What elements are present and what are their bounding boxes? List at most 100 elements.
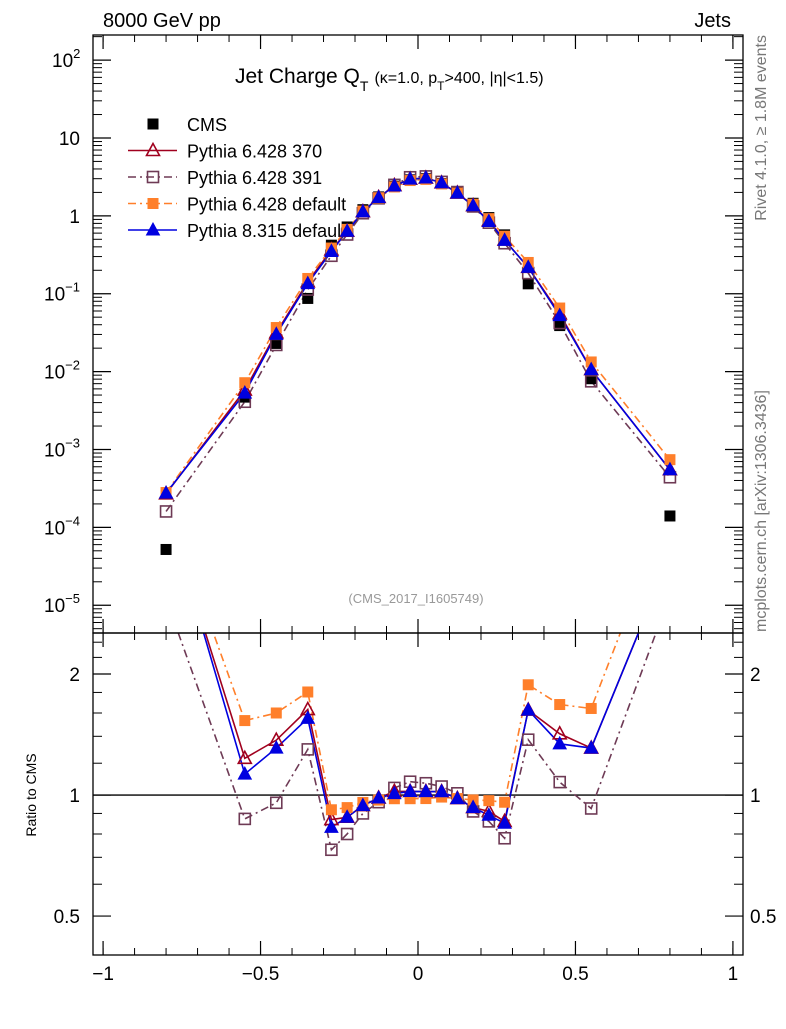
series-point-3 xyxy=(481,213,497,228)
series-point-3 xyxy=(465,197,481,212)
series-point-3 xyxy=(662,461,678,476)
ratio-point-1 xyxy=(584,802,598,815)
series-point-3 xyxy=(324,243,339,257)
ratio-frame xyxy=(92,632,744,956)
legend-label: Pythia 6.428 370 xyxy=(187,142,322,162)
y-tick-label: 10 xyxy=(59,129,80,150)
ratio-point-1 xyxy=(301,743,315,756)
ratio-point-3 xyxy=(450,790,465,805)
ratio-point-3 xyxy=(355,797,371,812)
ratio-tick-label-right: 0.5 xyxy=(750,907,776,928)
header-right: Jets xyxy=(694,10,731,32)
ratio-point-2 xyxy=(483,795,495,807)
series-point-3 xyxy=(158,485,174,499)
x-tick-label: −1 xyxy=(92,964,114,985)
y-tick-label: 1 xyxy=(69,207,80,228)
ratio-line-2 xyxy=(212,633,622,811)
main-axes: 10−5 10−4 10−3 10−2 10−1 1 10 102 xyxy=(44,35,743,955)
ratio-point-1 xyxy=(553,775,567,789)
series-point-3 xyxy=(520,259,536,273)
series-point-1 xyxy=(269,338,283,352)
cms-data-point xyxy=(522,278,534,290)
ratio-point-2 xyxy=(522,679,534,691)
series-point-3 xyxy=(387,177,402,192)
series-point-3 xyxy=(300,275,316,290)
series-point-1 xyxy=(584,375,598,388)
series-point-3 xyxy=(418,169,434,184)
ratio-line-1 xyxy=(177,633,657,852)
ratio-line-3 xyxy=(202,633,640,829)
ratio-point-2 xyxy=(554,699,566,711)
ratio-tick-label-left: 2 xyxy=(69,665,80,686)
series-point-3 xyxy=(552,307,568,322)
ratio-point-3 xyxy=(465,799,481,814)
series-point-3 xyxy=(355,203,371,218)
y-tick-label: 10−1 xyxy=(44,280,80,306)
legend-label: Pythia 8.315 default xyxy=(187,221,346,241)
legend-marker xyxy=(147,198,159,209)
ratio-point-2 xyxy=(270,707,282,719)
ratio-point-3 xyxy=(497,815,512,829)
ratio-axes: −1 −0.5 0 0.5 1 0.5 0.5 1 1 2 2 xyxy=(54,641,776,985)
legend-marker xyxy=(146,170,160,184)
ratio-point-2 xyxy=(325,804,337,816)
x-tick-label: −0.5 xyxy=(242,964,280,985)
ratio-point-2 xyxy=(302,686,314,698)
ratio-point-3 xyxy=(324,819,339,833)
cms-data-point xyxy=(664,510,676,522)
x-tick-label: 0.5 xyxy=(562,964,588,985)
series-point-2 xyxy=(664,454,676,466)
ratio-point-3 xyxy=(402,783,418,797)
ratio-tick-label-right: 1 xyxy=(750,786,761,807)
y-tick-label: 10−2 xyxy=(44,358,80,384)
cms-data-point xyxy=(270,337,282,349)
cms-data-point xyxy=(585,373,597,385)
side-label-top: Rivet 4.1.0, ≥ 1.8M events xyxy=(753,35,770,221)
ratio-point-2 xyxy=(499,796,511,808)
series-point-3 xyxy=(402,171,418,185)
ratio-point-1 xyxy=(238,812,252,826)
cms-data-point xyxy=(302,292,314,304)
title-cond-a: (κ=1.0, p xyxy=(374,70,437,87)
legend-label: CMS xyxy=(187,115,227,135)
series-point-2 xyxy=(239,377,251,389)
legend: CMS Pythia 6.428 370 Pythia 6.428 391 Pythi… xyxy=(128,115,346,241)
ratio-point-2 xyxy=(404,793,416,805)
cms-data-point xyxy=(160,543,172,555)
series-point-3 xyxy=(583,361,599,376)
legend-label: Pythia 6.428 default xyxy=(187,195,346,215)
series-point-3 xyxy=(237,385,253,399)
ratio-point-2 xyxy=(239,715,251,727)
ratio-point-1 xyxy=(521,733,535,746)
y-tick-label: 10−5 xyxy=(44,591,80,617)
ratio-point-3 xyxy=(520,702,536,716)
series-point-3 xyxy=(450,185,465,199)
ratio-point-1 xyxy=(161,593,172,604)
x-tick-label: 0 xyxy=(413,964,424,985)
analysis-id: (CMS_2017_I1605749) xyxy=(348,591,483,606)
cms-data-point xyxy=(554,320,566,332)
ratio-point-1 xyxy=(325,843,338,857)
ratio-point-3 xyxy=(583,740,599,754)
legend-label: Pythia 6.428 391 xyxy=(187,168,322,188)
ratio-point-2 xyxy=(585,702,597,714)
y-tick-label: 102 xyxy=(52,46,80,72)
ratio-point-3 xyxy=(339,809,355,823)
ratio-point-3 xyxy=(371,790,386,804)
title-main-sub: T xyxy=(360,78,369,94)
ratio-point-3 xyxy=(418,783,434,798)
legend-marker xyxy=(145,141,161,157)
ratio-point-3 xyxy=(481,807,497,821)
legend-marker xyxy=(145,221,161,236)
ratio-point-3 xyxy=(268,740,284,754)
legend-marker xyxy=(147,118,159,130)
ratio-plot-area xyxy=(93,499,743,857)
ratio-tick-label-left: 1 xyxy=(69,786,80,807)
side-label-bottom: mcplots.cern.ch [arXiv:1306.3436] xyxy=(753,390,770,632)
ratio-point-2 xyxy=(420,793,432,805)
series-point-3 xyxy=(371,189,386,204)
ratio-tick-label-left: 0.5 xyxy=(54,907,80,928)
ratio-point-2 xyxy=(664,499,675,510)
ratio-point-3 xyxy=(663,549,676,561)
